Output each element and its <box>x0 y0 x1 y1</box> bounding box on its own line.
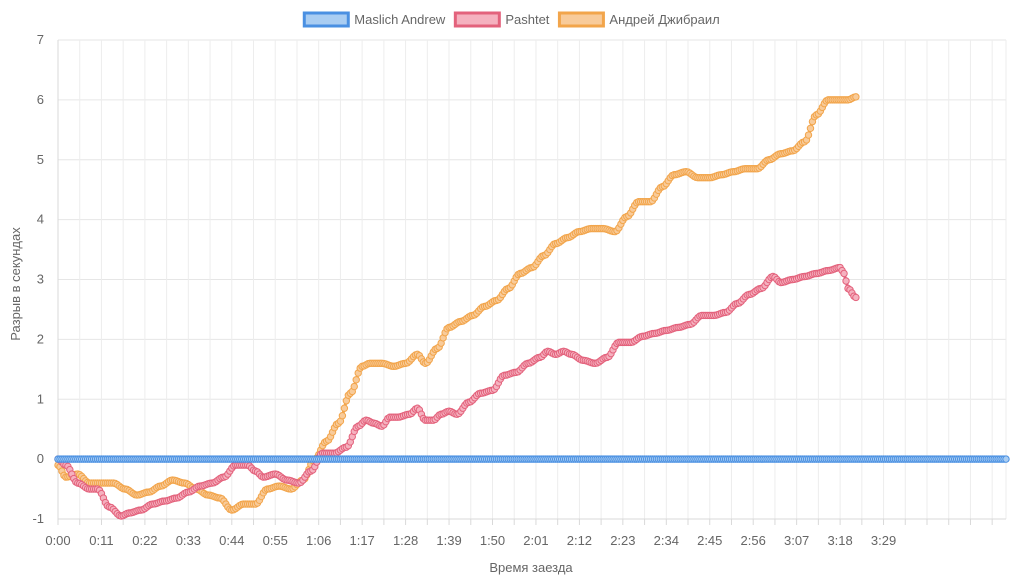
legend-label: Maslich Andrew <box>354 12 446 27</box>
legend-item-series-1[interactable]: Pashtet <box>453 11 550 28</box>
x-tick-label: 0:33 <box>176 533 201 548</box>
y-tick-label: 6 <box>37 92 44 107</box>
x-axis-title: Время заезда <box>489 560 573 575</box>
series-2-point[interactable] <box>340 404 349 412</box>
x-tick-label: 1:06 <box>306 533 331 548</box>
legend-item-series-2[interactable]: Андрей Джибраил <box>557 11 720 28</box>
y-tick-label: 2 <box>37 331 44 346</box>
legend-item-series-0[interactable]: Maslich Andrew <box>302 11 446 28</box>
x-tick-label: 1:28 <box>393 533 418 548</box>
legend-label: Андрей Джибраил <box>609 12 719 27</box>
grid <box>57 39 1007 525</box>
series-2-point[interactable] <box>338 412 347 420</box>
y-tick-label: 5 <box>37 152 44 167</box>
x-tick-label: 3:07 <box>784 533 809 548</box>
series-1-group <box>54 263 860 520</box>
series-2-point[interactable] <box>852 93 860 101</box>
series-2-group <box>54 93 860 514</box>
y-tick-label: 4 <box>37 212 44 227</box>
x-tick-label: 0:00 <box>45 533 70 548</box>
legend-swatch <box>302 11 350 28</box>
series-2-point[interactable] <box>806 124 815 133</box>
x-tick-label: 2:23 <box>610 533 635 548</box>
series-2-point[interactable] <box>804 131 813 139</box>
x-tick-label: 2:45 <box>697 533 722 548</box>
y-tick-label: 1 <box>37 391 44 406</box>
x-tick-label: 0:44 <box>219 533 244 548</box>
y-tick-label: 0 <box>37 451 44 466</box>
x-tick-label: 1:50 <box>480 533 505 548</box>
x-tick-label: 2:34 <box>654 533 679 548</box>
x-tick-label: 3:18 <box>827 533 852 548</box>
series-1-point[interactable] <box>842 277 850 285</box>
x-tick-label: 1:17 <box>349 533 374 548</box>
x-tick-label: 3:29 <box>871 533 896 548</box>
series-2-point[interactable] <box>350 382 358 391</box>
series-0-point[interactable] <box>1002 455 1010 463</box>
x-tick-label: 0:11 <box>89 533 113 548</box>
x-axis-ticks: 0:00 0:11 0:22 0:33 0:44 0:55 1:06 1:17 1:28 1:39… <box>45 533 896 548</box>
x-tick-label: 0:22 <box>132 533 157 548</box>
series-1-point[interactable] <box>852 293 860 302</box>
legend-label: Pashtet <box>505 12 549 27</box>
x-tick-label: 2:12 <box>567 533 592 548</box>
legend-swatch <box>557 11 605 28</box>
y-tick-label: -1 <box>32 511 44 526</box>
y-axis-title: Разрыв в секундах <box>8 227 23 341</box>
series-2-point[interactable] <box>352 376 360 384</box>
y-axis-ticks: 7 6 5 4 3 2 1 0 -1 <box>32 32 44 526</box>
y-tick-label: 3 <box>37 272 44 287</box>
legend: Maslich Andrew Pashtet Андрей Джибраил <box>302 11 720 28</box>
series-1-point[interactable] <box>840 269 848 278</box>
legend-swatch <box>453 11 501 28</box>
x-tick-label: 2:01 <box>523 533 548 548</box>
y-tick-label: 7 <box>37 32 44 47</box>
x-tick-label: 1:39 <box>436 533 461 548</box>
x-tick-label: 0:55 <box>263 533 288 548</box>
series-0-group <box>54 455 1010 463</box>
x-tick-label: 2:56 <box>741 533 766 548</box>
series-layer <box>54 93 1010 520</box>
